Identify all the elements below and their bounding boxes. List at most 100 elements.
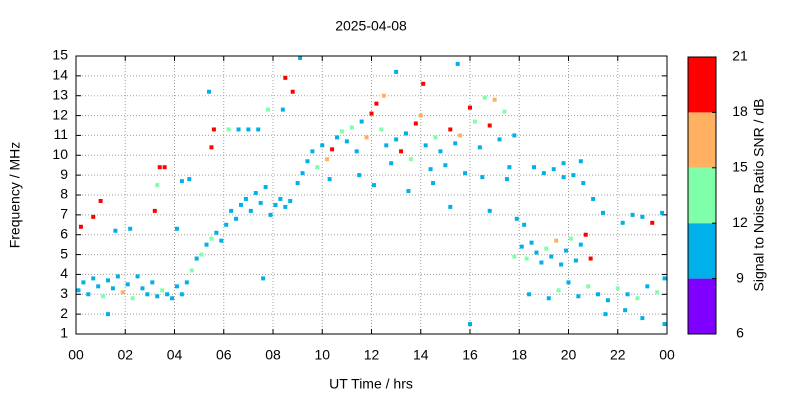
colorbar-bin (688, 278, 716, 334)
snr-point (512, 133, 517, 138)
snr-point (369, 111, 374, 116)
snr-point (226, 127, 231, 132)
snr-point (371, 183, 376, 188)
snr-point (596, 292, 601, 297)
colorbar-label: Signal to Noise Ratio SNR / dB (751, 99, 767, 292)
snr-point (253, 191, 258, 196)
snr-point (295, 181, 300, 186)
snr-point (458, 133, 463, 138)
y-tick-label: 11 (53, 126, 68, 142)
snr-point (256, 127, 261, 132)
snr-point (438, 149, 443, 154)
snr-point (204, 242, 209, 247)
snr-point (300, 171, 305, 176)
snr-point (130, 296, 135, 301)
x-tick-label: 10 (314, 347, 330, 363)
snr-point (623, 308, 628, 313)
snr-point (561, 161, 566, 166)
snr-point (101, 294, 106, 299)
snr-point (583, 232, 588, 237)
x-tick-label: 18 (511, 347, 527, 363)
snr-point (298, 55, 303, 60)
snr-point (110, 286, 115, 291)
snr-point (160, 288, 165, 293)
snr-point (211, 127, 216, 132)
x-tick-label: 00 (68, 347, 84, 363)
snr-point (125, 282, 130, 287)
snr-point (403, 131, 408, 136)
chart-title: 2025-04-08 (335, 18, 407, 34)
snr-point (477, 145, 482, 150)
snr-point (283, 75, 288, 80)
x-tick-label: 12 (364, 347, 380, 363)
snr-point (120, 290, 125, 295)
snr-point (443, 163, 448, 168)
snr-point (238, 202, 243, 207)
snr-point (571, 173, 576, 178)
snr-point (344, 139, 349, 144)
snr-point (448, 127, 453, 132)
snr-point (522, 222, 527, 227)
snr-point (224, 222, 229, 227)
snr-point (544, 246, 549, 251)
x-tick-label: 16 (462, 347, 478, 363)
snr-point (339, 129, 344, 134)
snr-point (566, 280, 571, 285)
snr-point (170, 296, 175, 301)
snr-point (433, 135, 438, 140)
y-tick-label: 6 (60, 225, 68, 241)
snr-point (325, 157, 330, 162)
snr-point (492, 97, 497, 102)
snr-point (529, 240, 534, 245)
colorbar-tick-label: 9 (736, 269, 744, 285)
y-tick-label: 14 (52, 67, 68, 83)
snr-point (219, 238, 224, 243)
snr-point (236, 127, 241, 132)
snr-point (394, 137, 399, 142)
snr-point (199, 252, 204, 257)
x-tick-label: 04 (167, 347, 183, 363)
snr-point (418, 113, 423, 118)
snr-point (115, 274, 120, 279)
snr-point (539, 260, 544, 265)
snr-point (91, 214, 96, 219)
snr-point (278, 196, 283, 201)
snr-point (310, 149, 315, 154)
snr-point (573, 258, 578, 263)
snr-point (421, 81, 426, 86)
snr-point (246, 127, 251, 132)
snr-point (145, 292, 150, 297)
snr-point (448, 204, 453, 209)
snr-point (578, 159, 583, 164)
snr-point (640, 214, 645, 219)
snr-point (76, 288, 81, 293)
snr-point (359, 119, 364, 124)
snr-point (187, 177, 192, 182)
snr-point (578, 242, 583, 247)
snr-point (527, 292, 532, 297)
snr-point (650, 220, 655, 225)
snr-point (290, 89, 295, 94)
y-tick-label: 4 (60, 265, 68, 281)
snr-point (78, 224, 83, 229)
snr-point (184, 280, 189, 285)
colorbar-bin (688, 223, 716, 279)
snr-point (113, 228, 118, 233)
snr-point (106, 278, 111, 283)
snr-point (248, 208, 253, 213)
snr-point (497, 137, 502, 142)
snr-point (423, 143, 428, 148)
snr-point (155, 183, 160, 188)
snr-point (261, 276, 266, 281)
colorbar-tick-label: 21 (732, 48, 748, 64)
snr-point (504, 177, 509, 182)
y-tick-label: 10 (52, 146, 68, 162)
snr-point (243, 196, 248, 201)
snr-point (258, 200, 263, 205)
snr-point (556, 288, 561, 293)
snr-point (194, 256, 199, 261)
y-tick-label: 15 (52, 47, 68, 63)
snr-point (564, 248, 569, 253)
snr-point (507, 165, 512, 170)
